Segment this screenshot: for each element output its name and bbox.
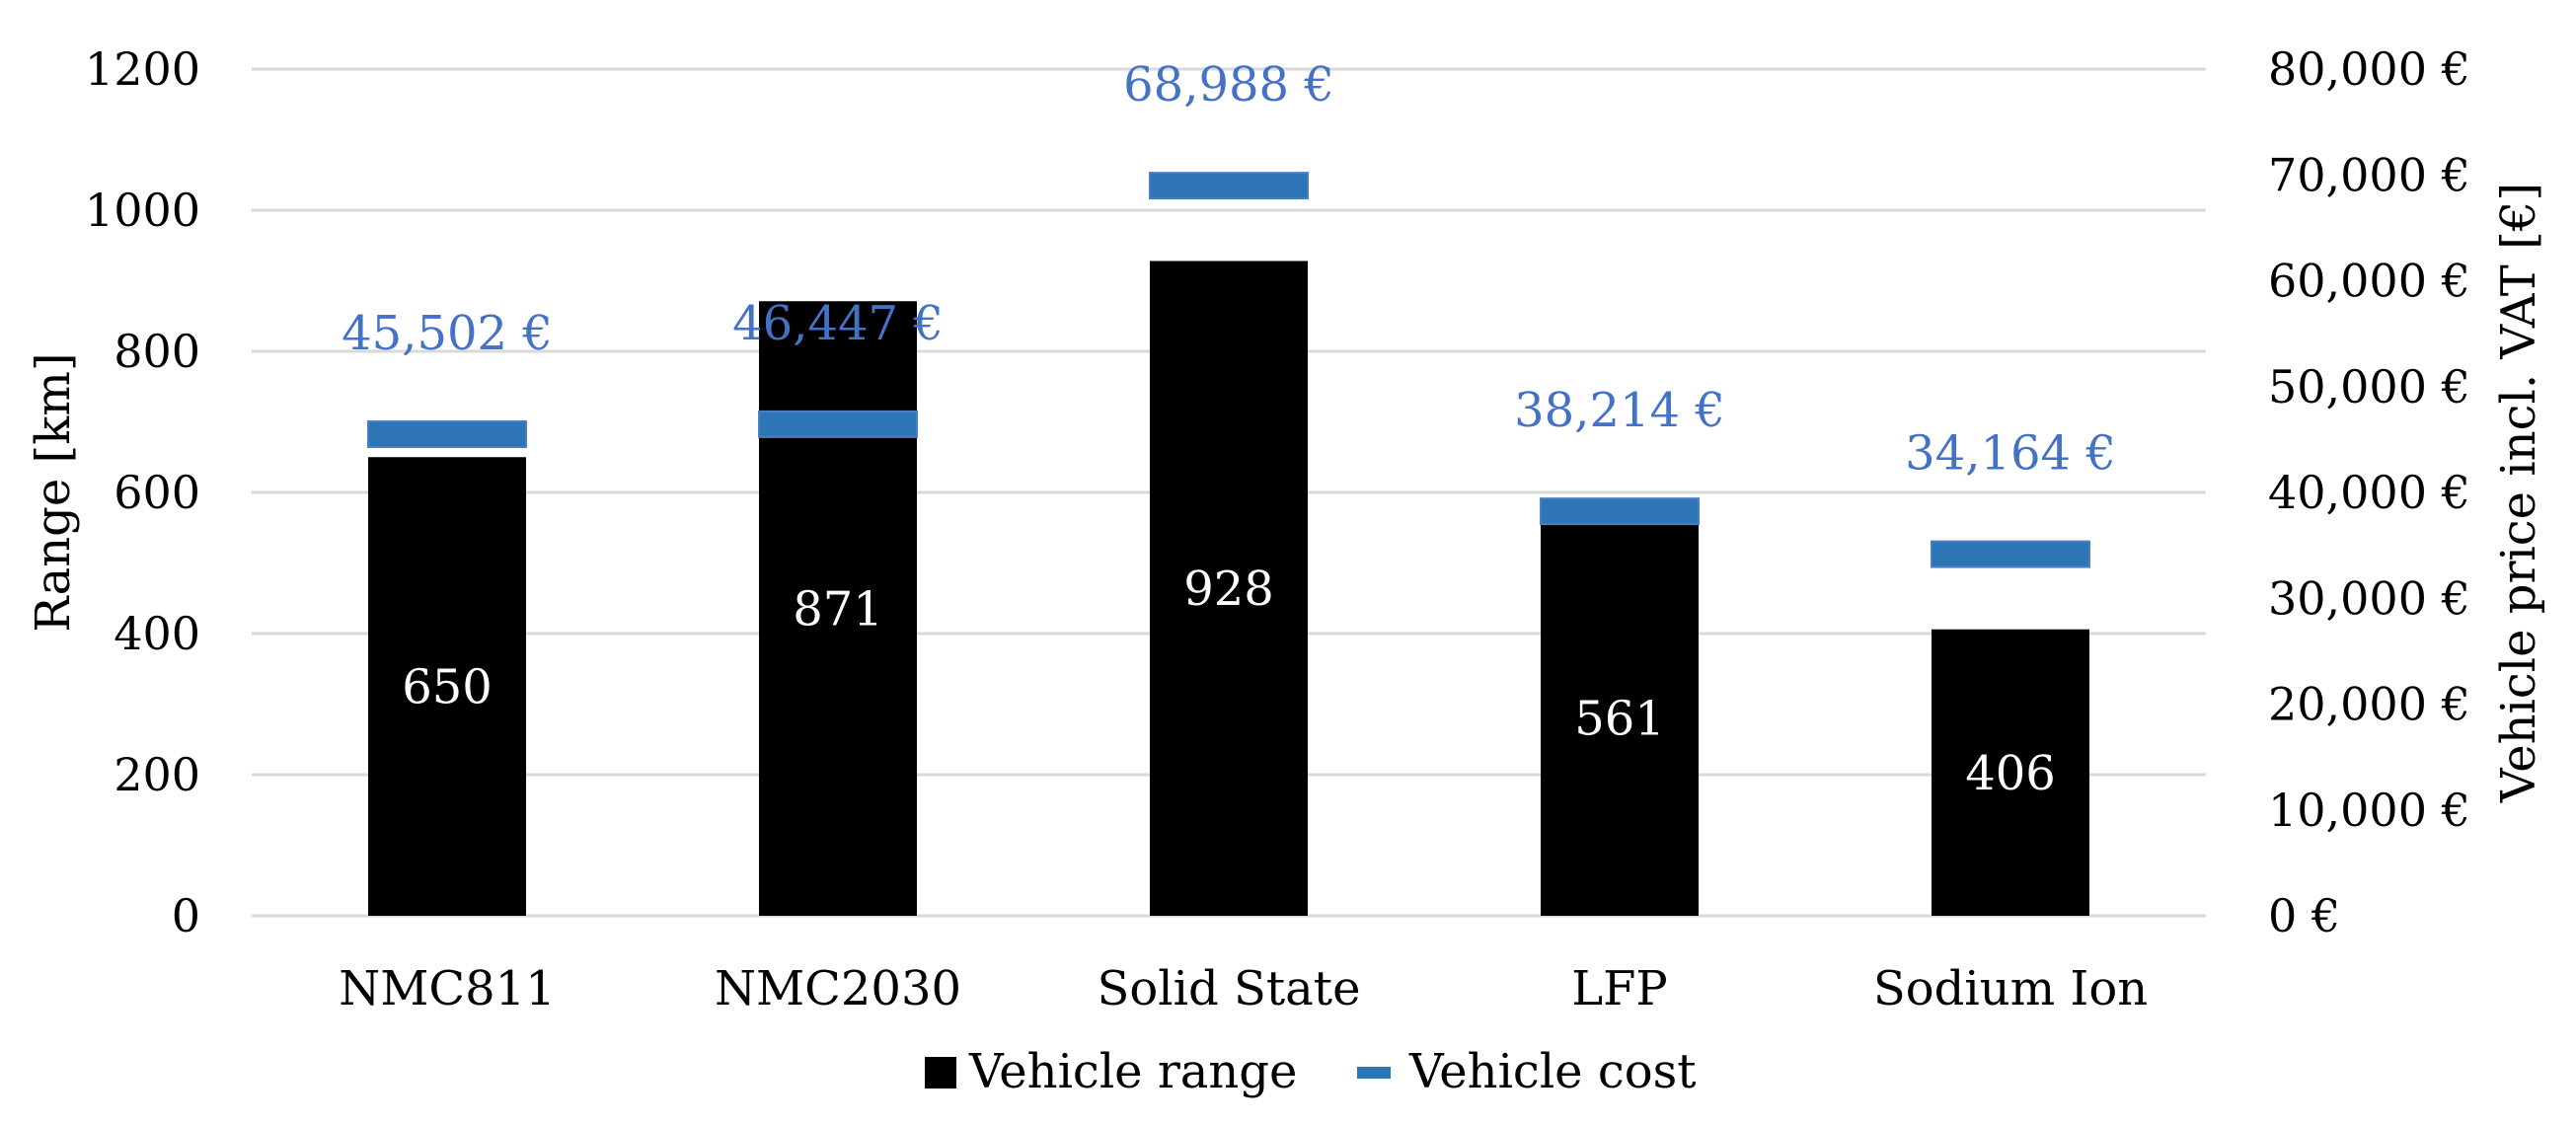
cost-value-label: 45,502 €: [341, 306, 553, 361]
cost-marker-sodium-ion: [1931, 540, 2090, 568]
y-tick-label: 0: [172, 889, 200, 942]
y2-tick-label: 40,000 €: [2268, 466, 2470, 519]
range-value-label: 561: [1574, 691, 1665, 746]
legend-swatch-range: [925, 1057, 956, 1088]
range-bar-sodium-ion: [1932, 629, 2089, 916]
legend-swatch-cost: [1357, 1067, 1391, 1079]
y2-tick-label: 70,000 €: [2268, 148, 2470, 201]
cost-marker-nmc2030: [758, 410, 918, 438]
y2-tick-label: 20,000 €: [2268, 678, 2470, 731]
cost-value-label: 34,164 €: [1905, 426, 2116, 482]
cost-marker-solid-state: [1149, 172, 1309, 200]
x-category-label: Sodium Ion: [1873, 961, 2148, 1016]
x-category-label: LFP: [1571, 961, 1667, 1016]
x-category-label: NMC811: [339, 961, 556, 1016]
y2-tick-label: 60,000 €: [2268, 255, 2470, 308]
y-tick-label: 1000: [85, 184, 200, 237]
range-bar-nmc811: [368, 457, 526, 916]
cost-value-label: 46,447 €: [732, 296, 944, 351]
cost-marker-nmc811: [367, 419, 527, 448]
range-value-label: 406: [1965, 746, 2056, 801]
range-bar-nmc2030: [759, 301, 917, 916]
range-value-label: 928: [1183, 562, 1274, 617]
y2-tick-label: 30,000 €: [2268, 571, 2470, 625]
legend-label-cost: Vehicle cost: [1408, 1044, 1697, 1099]
cost-marker-lfp: [1540, 497, 1700, 526]
y-axis-title: Range [km]: [26, 352, 81, 632]
range-value-label: 650: [402, 660, 492, 715]
y-tick-label: 600: [114, 466, 200, 519]
y-tick-label: 200: [114, 748, 200, 801]
y2-tick-label: 0 €: [2268, 889, 2340, 942]
x-category-label: Solid State: [1098, 961, 1361, 1016]
range-value-label: 871: [793, 582, 883, 638]
y2-tick-label: 10,000 €: [2268, 784, 2470, 837]
range-bar-solid-state: [1150, 261, 1308, 917]
cost-value-label: 68,988 €: [1123, 57, 1334, 113]
range-bar-lfp: [1541, 519, 1699, 916]
x-category-label: NMC2030: [715, 961, 961, 1016]
legend-label-range: Vehicle range: [968, 1044, 1297, 1099]
y-tick-label: 800: [114, 325, 200, 378]
cost-value-label: 38,214 €: [1514, 383, 1725, 438]
y2-tick-label: 80,000 €: [2268, 42, 2470, 96]
y2-tick-label: 50,000 €: [2268, 360, 2470, 413]
y-tick-label: 400: [114, 607, 200, 660]
y-tick-label: 1200: [85, 42, 200, 96]
y2-axis-title: Vehicle price incl. VAT [€]: [2491, 183, 2546, 803]
